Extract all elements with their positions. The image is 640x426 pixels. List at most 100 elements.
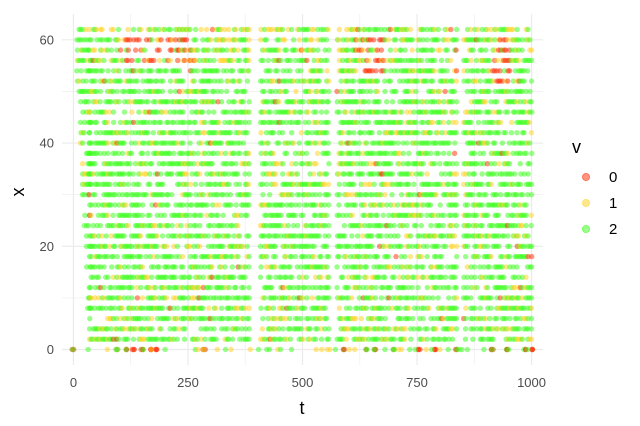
data-point-1343 xyxy=(204,88,210,95)
data-point-108 xyxy=(86,130,92,136)
data-point-3772 xyxy=(453,305,459,311)
data-point-423 xyxy=(116,99,122,105)
data-point-4619 xyxy=(382,346,388,353)
data-point-1780 xyxy=(246,264,252,270)
data-point-3993 xyxy=(479,202,486,208)
data-point-1693 xyxy=(237,78,243,84)
data-point-4079 xyxy=(486,88,492,95)
data-point-3932 xyxy=(474,284,480,291)
data-point-1604 xyxy=(229,336,236,342)
data-point-884 xyxy=(160,181,166,188)
data-point-2928 xyxy=(371,181,377,188)
data-point-863 xyxy=(158,171,164,177)
data-point-509 xyxy=(125,264,131,270)
data-point-1817 xyxy=(259,326,266,332)
data-point-1966 xyxy=(272,181,279,188)
data-point-3008 xyxy=(378,233,384,239)
data-point-3908 xyxy=(472,305,478,311)
data-point-1139 xyxy=(183,37,190,43)
data-point-460 xyxy=(119,150,126,157)
data-point-1351 xyxy=(206,305,212,311)
data-point-903 xyxy=(161,212,168,219)
data-point-2493 xyxy=(323,37,330,43)
data-point-3697 xyxy=(446,284,452,291)
data-point-2504 xyxy=(325,191,332,198)
data-point-1065 xyxy=(178,222,184,229)
data-point-525 xyxy=(125,47,131,53)
data-point-2008 xyxy=(276,47,283,53)
data-point-630 xyxy=(136,181,142,188)
data-point-1425 xyxy=(211,109,217,115)
data-point-284 xyxy=(103,109,109,115)
data-point-3991 xyxy=(479,222,485,229)
data-point-4441 xyxy=(519,47,525,53)
data-point-1791 xyxy=(246,99,252,105)
data-point-448 xyxy=(119,305,125,311)
data-point-3545 xyxy=(430,119,436,126)
data-point-4037 xyxy=(483,47,489,53)
data-point-3766 xyxy=(451,88,458,95)
data-point-3392 xyxy=(415,130,421,136)
data-point-3124 xyxy=(389,171,396,177)
data-point-3631 xyxy=(439,264,445,270)
data-point-2825 xyxy=(362,202,368,208)
data-point-2512 xyxy=(326,78,332,84)
data-point-492 xyxy=(123,202,129,208)
data-point-2571 xyxy=(340,274,346,280)
data-point-3355 xyxy=(411,181,417,188)
data-point-2020 xyxy=(278,212,284,219)
data-point-4633 xyxy=(505,346,512,353)
data-point-1434 xyxy=(213,305,219,311)
data-point-3535 xyxy=(430,295,436,301)
data-point-2907 xyxy=(369,233,375,239)
data-point-3095 xyxy=(385,37,392,43)
data-point-2479 xyxy=(324,264,330,270)
data-point-4562 xyxy=(340,346,347,353)
data-point-2414 xyxy=(316,78,322,84)
data-point-3278 xyxy=(404,140,410,146)
data-point-3178 xyxy=(395,140,401,146)
data-point-3955 xyxy=(475,119,482,126)
data-point-4499 xyxy=(525,26,531,33)
data-point-639 xyxy=(136,57,142,64)
data-point-4309 xyxy=(508,119,515,126)
data-point-1911 xyxy=(267,68,273,74)
data-point-2041 xyxy=(279,130,286,136)
data-point-3650 xyxy=(441,212,447,219)
data-point-1024 xyxy=(174,305,181,311)
data-point-2578 xyxy=(340,130,346,136)
data-point-3776 xyxy=(453,253,460,260)
data-point-1834 xyxy=(260,57,266,64)
data-point-427 xyxy=(115,26,122,33)
data-point-1959 xyxy=(272,264,279,270)
y-tick-label-2: 40 xyxy=(40,136,54,151)
data-point-4013 xyxy=(480,150,487,157)
data-point-217 xyxy=(97,222,104,229)
data-point-165 xyxy=(92,160,98,167)
data-point-293 xyxy=(105,274,111,280)
data-point-4400 xyxy=(516,57,522,64)
data-point-3575 xyxy=(433,326,439,332)
data-point-913 xyxy=(163,295,170,301)
data-point-3048 xyxy=(382,191,388,198)
data-point-4269 xyxy=(504,202,511,208)
data-point-725 xyxy=(145,130,151,136)
data-point-3995 xyxy=(479,171,485,177)
data-point-3313 xyxy=(408,264,414,270)
data-point-1667 xyxy=(235,222,241,229)
data-point-252 xyxy=(101,264,107,270)
data-point-3501 xyxy=(426,305,432,311)
data-point-2312 xyxy=(307,88,314,95)
data-point-743 xyxy=(147,181,153,188)
data-point-2500 xyxy=(325,253,332,260)
data-point-2936 xyxy=(371,37,377,43)
data-point-3781 xyxy=(453,191,460,198)
data-point-359 xyxy=(110,171,116,177)
data-points xyxy=(69,26,536,353)
data-point-1824 xyxy=(260,191,266,198)
data-point-1644 xyxy=(233,284,239,291)
data-point-13 xyxy=(77,99,84,105)
data-point-4541 xyxy=(113,346,119,353)
data-point-1504 xyxy=(218,99,225,105)
data-point-2672 xyxy=(349,233,355,239)
